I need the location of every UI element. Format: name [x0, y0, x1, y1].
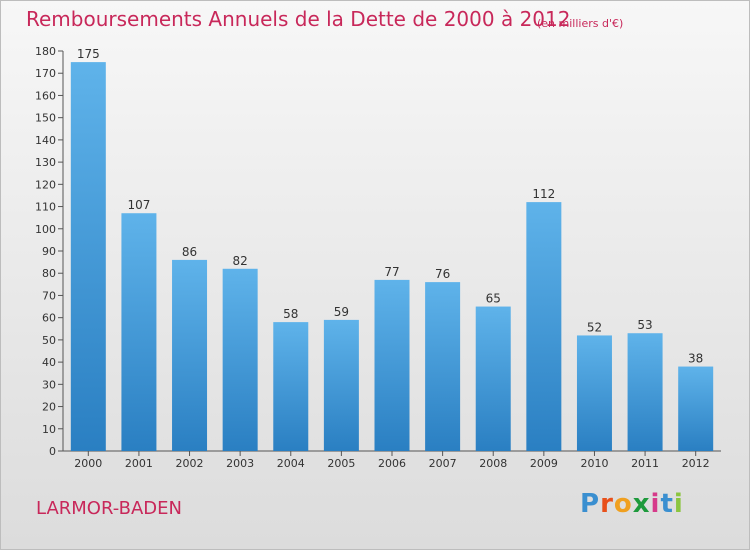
y-tick-label: 120 [35, 178, 56, 191]
x-tick-label: 2012 [682, 457, 710, 470]
value-label-2001: 107 [127, 198, 150, 212]
value-label-2002: 86 [182, 245, 197, 259]
bar-2002 [172, 259, 208, 451]
y-tick-label: 130 [35, 156, 56, 169]
value-label-2011: 53 [637, 318, 652, 332]
bar-2001 [121, 213, 157, 451]
y-tick-label: 0 [49, 445, 56, 458]
bar-2007 [425, 282, 461, 451]
bar-2012 [678, 366, 714, 451]
y-tick-label: 40 [42, 356, 56, 369]
y-tick-label: 10 [42, 423, 56, 436]
y-tick-label: 70 [42, 289, 56, 302]
bar-2011 [627, 333, 663, 451]
y-tick-label: 20 [42, 401, 56, 414]
bar-2006 [374, 279, 410, 451]
logo-letter: i [650, 489, 661, 519]
x-tick-label: 2008 [479, 457, 507, 470]
bar-2004 [273, 322, 309, 451]
y-tick-label: 90 [42, 245, 56, 258]
x-tick-label: 2006 [378, 457, 406, 470]
value-label-2003: 82 [233, 254, 248, 268]
bar-2000 [70, 62, 106, 451]
y-tick-label: 140 [35, 134, 56, 147]
chart-subtitle: (en milliers d'€) [537, 17, 624, 30]
y-tick-label: 160 [35, 89, 56, 102]
bars [70, 62, 714, 451]
proxiti-logo[interactable]: Proxiti [580, 489, 684, 519]
value-label-2008: 65 [486, 292, 501, 306]
value-label-2006: 77 [384, 265, 399, 279]
bar-2010 [576, 335, 612, 451]
value-label-2004: 58 [283, 307, 298, 321]
value-label-2009: 112 [532, 187, 555, 201]
value-label-2012: 38 [688, 352, 703, 366]
x-tick-label: 2004 [277, 457, 305, 470]
x-tick-label: 2011 [631, 457, 659, 470]
chart-title: Remboursements Annuels de la Dette de 20… [26, 7, 571, 31]
x-tick-label: 2003 [226, 457, 254, 470]
y-tick-label: 150 [35, 112, 56, 125]
x-tick-label: 2007 [429, 457, 457, 470]
y-tick-label: 50 [42, 334, 56, 347]
x-tick-label: 2001 [125, 457, 153, 470]
axes: 0 10 20 30 40 50 60 70 80 90 100 110 120 130 140 150 160… [35, 45, 721, 470]
logo-letter: t [660, 489, 674, 519]
value-label-2005: 59 [334, 305, 349, 319]
x-tick-label: 2002 [176, 457, 204, 470]
y-tick-label: 170 [35, 67, 56, 80]
y-tick-label: 30 [42, 378, 56, 391]
y-tick-label: 80 [42, 267, 56, 280]
y-tick-label: 60 [42, 312, 56, 325]
x-tick-label: 2010 [580, 457, 608, 470]
bar-2003 [222, 268, 258, 451]
commune-name: LARMOR-BADEN [36, 498, 182, 519]
logo-letter: P [580, 489, 601, 519]
y-tick-label: 100 [35, 223, 56, 236]
value-label-2010: 52 [587, 320, 602, 334]
logo-letter: o [613, 489, 633, 519]
y-tick-label: 180 [35, 45, 56, 58]
logo-letter: r [600, 489, 614, 519]
logo-letter: i [673, 489, 684, 519]
value-label-2007: 76 [435, 267, 450, 281]
x-tick-label: 2005 [327, 457, 355, 470]
bar-2008 [475, 306, 511, 451]
bar-2005 [323, 319, 359, 451]
y-tick-label: 110 [35, 201, 56, 214]
data-labels: 175 107 86 82 58 59 77 76 65 112 52 53 38 [77, 47, 703, 365]
bar-2009 [526, 202, 562, 451]
value-label-2000: 175 [77, 47, 100, 61]
logo-letter: x [632, 489, 651, 519]
x-tick-label: 2009 [530, 457, 558, 470]
x-tick-label: 2000 [74, 457, 102, 470]
